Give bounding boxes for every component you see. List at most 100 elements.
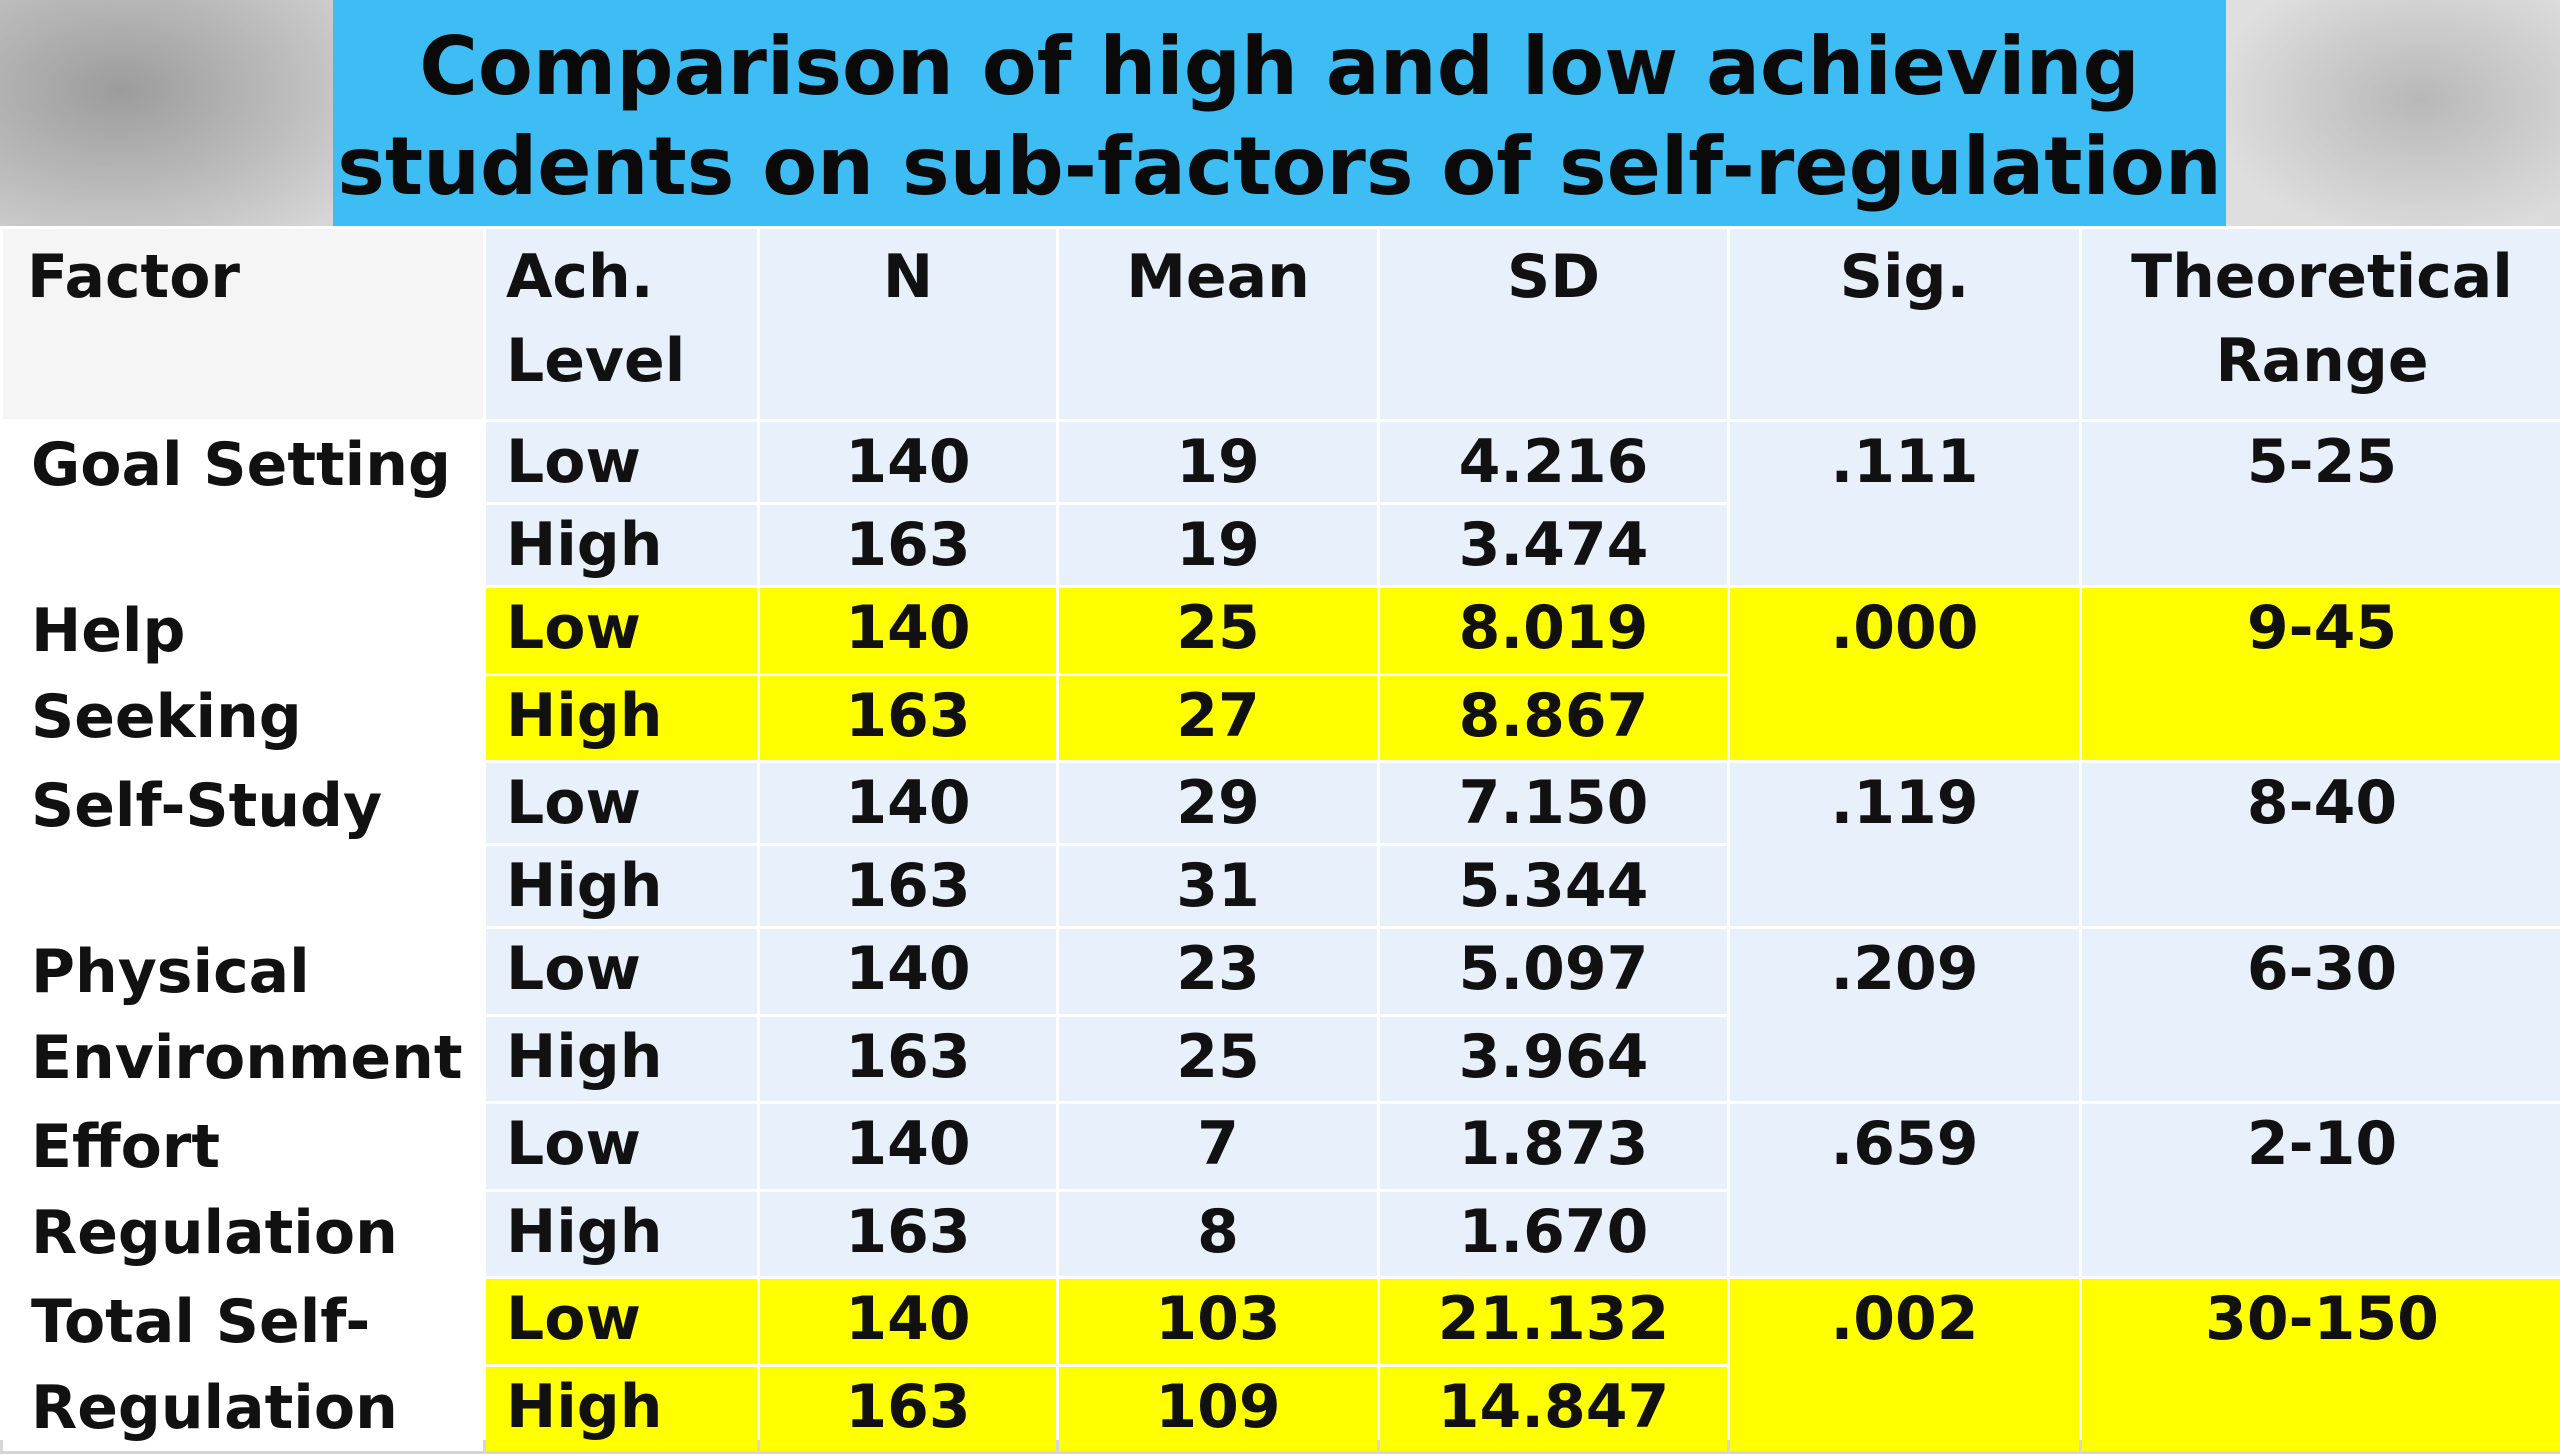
factor-name-line-1: Total Self-: [31, 1287, 371, 1357]
ach-level-cell: High: [486, 1366, 757, 1451]
n-cell: 163: [760, 1016, 1056, 1101]
factor-cell: Physical Environment: [3, 929, 483, 1101]
table-row: Physical Environment Low 140 23 5.097.209 6-30: [3, 929, 2560, 1101]
n-cell: 140: [760, 588, 1056, 673]
mean-cell: 23: [1059, 929, 1377, 1014]
n-cell: 140: [760, 1104, 1056, 1189]
factor-cell: Help Seeking: [3, 588, 483, 760]
table-row: Total Self- Regulation Low 140 103 21.132.002…: [3, 1279, 2560, 1451]
theoretical-range-cell: 6-30: [2082, 929, 2560, 1101]
mean-cell: 7: [1059, 1104, 1377, 1189]
table-row: High 163 109 14.847: [3, 1366, 2560, 1451]
title-banner: Comparison of high and low achieving stu…: [333, 0, 2226, 226]
title-line-2: students on sub-factors of self-regulati…: [337, 120, 2222, 213]
header-range-line-1: Theoretical: [2131, 242, 2513, 312]
mean-cell: 109: [1059, 1366, 1377, 1451]
table-row: High 163 8 1.670: [3, 1191, 2560, 1276]
theoretical-range-cell: 30-150: [2082, 1279, 2560, 1451]
mean-cell: 19: [1059, 422, 1377, 502]
factor-name-line-1: Self-Study: [31, 771, 383, 841]
sd-cell: 8.867: [1380, 675, 1727, 760]
factor-name-line-1: Help Seeking: [31, 596, 302, 752]
sd-cell: 1.670: [1380, 1191, 1727, 1276]
mean-cell: 27: [1059, 675, 1377, 760]
sd-cell: 21.132: [1380, 1279, 1727, 1364]
sig-cell: .002: [1730, 1279, 2079, 1451]
n-cell: 140: [760, 929, 1056, 1014]
sig-cell: .209: [1730, 929, 2079, 1101]
n-cell: 163: [760, 846, 1056, 926]
sd-cell: 7.150: [1380, 763, 1727, 843]
sig-cell: .119: [1730, 763, 2079, 926]
mean-cell: 25: [1059, 588, 1377, 673]
mean-cell: 19: [1059, 505, 1377, 585]
sd-cell: 5.344: [1380, 846, 1727, 926]
n-cell: 140: [760, 763, 1056, 843]
sig-cell: .111: [1730, 422, 2079, 585]
theoretical-range-cell: 9-45: [2082, 588, 2560, 760]
header-range-line-2: Range: [2215, 326, 2429, 396]
factor-name-line-2: Regulation: [31, 1373, 398, 1443]
factor-name-line-1: Physical: [31, 937, 310, 1007]
factor-cell: Self-Study: [3, 763, 483, 926]
sd-cell: 8.019: [1380, 588, 1727, 673]
header-ach-line-1: Ach.: [506, 242, 654, 312]
factor-name-line-1: Effort: [31, 1112, 221, 1182]
n-cell: 163: [760, 505, 1056, 585]
ach-level-cell: Low: [486, 422, 757, 502]
ach-level-cell: High: [486, 846, 757, 926]
n-cell: 163: [760, 1366, 1056, 1451]
theoretical-range-cell: 2-10: [2082, 1104, 2560, 1276]
factor-name-line-2: Regulation: [31, 1198, 398, 1268]
header-ach-line-2: Level: [506, 326, 686, 396]
header-n: N: [760, 229, 1056, 419]
mean-cell: 25: [1059, 1016, 1377, 1101]
ach-level-cell: High: [486, 505, 757, 585]
sd-cell: 4.216: [1380, 422, 1727, 502]
sd-cell: 3.964: [1380, 1016, 1727, 1101]
factor-name-line-1: Goal Setting: [31, 430, 451, 500]
n-cell: 140: [760, 1279, 1056, 1364]
ach-level-cell: Low: [486, 929, 757, 1014]
mean-cell: 31: [1059, 846, 1377, 926]
ach-level-cell: Low: [486, 1279, 757, 1364]
title-line-1: Comparison of high and low achieving: [419, 20, 2140, 113]
ach-level-cell: High: [486, 1191, 757, 1276]
factor-name-line-2: Environment: [31, 1023, 463, 1093]
header-mean: Mean: [1059, 229, 1377, 419]
theoretical-range-cell: 5-25: [2082, 422, 2560, 585]
header-sd: SD: [1380, 229, 1727, 419]
table-row: High 163 31 5.344: [3, 846, 2560, 926]
results-table-container: Factor Ach. Level N Mean SD Sig. Theoret…: [0, 226, 2560, 1451]
factor-cell: Goal Setting: [3, 422, 483, 585]
n-cell: 163: [760, 675, 1056, 760]
ach-level-cell: High: [486, 675, 757, 760]
factor-cell: Total Self- Regulation: [3, 1279, 483, 1451]
sd-cell: 14.847: [1380, 1366, 1727, 1451]
table-row: High 163 27 8.867: [3, 675, 2560, 760]
sig-cell: .659: [1730, 1104, 2079, 1276]
header-ach-level: Ach. Level: [486, 229, 757, 419]
table-row: Help Seeking Low 140 25 8.019.000 9-45: [3, 588, 2560, 760]
header-sig: Sig.: [1730, 229, 2079, 419]
table-row: High 163 25 3.964: [3, 1016, 2560, 1101]
n-cell: 140: [760, 422, 1056, 502]
sd-cell: 3.474: [1380, 505, 1727, 585]
ach-level-cell: Low: [486, 588, 757, 673]
table-row: Effort Regulation Low 140 7 1.873.659 2-10: [3, 1104, 2560, 1276]
mean-cell: 29: [1059, 763, 1377, 843]
ach-level-cell: High: [486, 1016, 757, 1101]
table-body: Goal Setting Low 140 19 4.216.111 5-25 High 163…: [3, 422, 2560, 1451]
sd-cell: 1.873: [1380, 1104, 1727, 1189]
theoretical-range-cell: 8-40: [2082, 763, 2560, 926]
table-row: Goal Setting Low 140 19 4.216.111 5-25: [3, 422, 2560, 585]
table-row: High 163 19 3.474: [3, 505, 2560, 585]
ach-level-cell: Low: [486, 763, 757, 843]
n-cell: 163: [760, 1191, 1056, 1276]
mean-cell: 103: [1059, 1279, 1377, 1364]
sd-cell: 5.097: [1380, 929, 1727, 1014]
table-row: Self-Study Low 140 29 7.150.119 8-40: [3, 763, 2560, 926]
sig-cell: .000: [1730, 588, 2079, 760]
ach-level-cell: Low: [486, 1104, 757, 1189]
header-theoretical-range: Theoretical Range: [2082, 229, 2560, 419]
